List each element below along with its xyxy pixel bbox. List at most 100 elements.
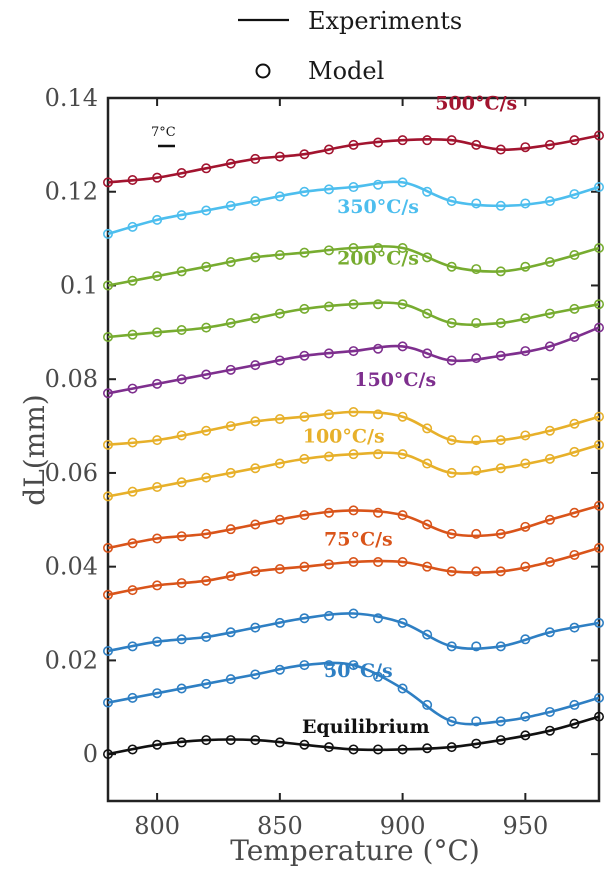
model-point <box>250 252 261 263</box>
model-point <box>569 507 580 518</box>
experiment-line <box>107 715 600 756</box>
model-point <box>520 634 531 645</box>
model-point <box>446 435 457 446</box>
model-point <box>103 542 114 553</box>
model-point <box>471 641 482 652</box>
model-point <box>176 634 187 645</box>
model-point <box>422 186 433 197</box>
model-point <box>569 699 580 710</box>
model-point <box>201 528 212 539</box>
y-tick-label: 0 <box>83 740 98 768</box>
x-tick-label: 850 <box>257 812 303 840</box>
model-point <box>495 735 506 746</box>
model-point <box>250 416 261 427</box>
model-point <box>544 257 555 268</box>
model-point <box>299 186 310 197</box>
model-point <box>176 531 187 542</box>
model-point <box>422 135 433 146</box>
model-point <box>127 486 138 497</box>
model-point <box>593 130 604 141</box>
model-point <box>471 465 482 476</box>
model-point <box>176 210 187 221</box>
model-point <box>422 458 433 469</box>
model-point <box>250 669 261 680</box>
model-point <box>397 683 408 694</box>
model-point <box>103 491 114 502</box>
model-point <box>103 280 114 291</box>
model-point <box>274 250 285 261</box>
x-tick-label: 900 <box>380 812 426 840</box>
model-point <box>201 425 212 436</box>
model-point <box>348 242 359 253</box>
series-layer <box>103 130 604 760</box>
model-point <box>274 355 285 366</box>
model-point <box>127 383 138 394</box>
model-point <box>152 688 163 699</box>
model-point <box>201 575 212 586</box>
model-point <box>299 350 310 361</box>
scale-bar: 7°C <box>151 125 176 148</box>
model-point <box>520 458 531 469</box>
model-point <box>446 135 457 146</box>
series-label: 350°C/s <box>337 196 419 218</box>
model-point <box>544 139 555 150</box>
model-point <box>348 660 359 671</box>
model-point <box>471 716 482 727</box>
model-point <box>373 671 384 682</box>
model-point <box>348 744 359 755</box>
model-point <box>446 641 457 652</box>
model-point <box>520 142 531 153</box>
model-point <box>323 610 334 621</box>
model-point <box>471 264 482 275</box>
model-point <box>495 641 506 652</box>
model-point <box>544 627 555 638</box>
series-0 <box>103 711 604 760</box>
model-point <box>323 507 334 518</box>
model-point <box>397 135 408 146</box>
model-point <box>373 556 384 567</box>
model-point <box>544 341 555 352</box>
model-point <box>446 261 457 272</box>
series-8 <box>103 299 604 343</box>
model-point <box>446 742 457 753</box>
model-point <box>593 182 604 193</box>
series-5 <box>103 439 604 502</box>
model-point <box>348 556 359 567</box>
experiment-line <box>107 504 600 550</box>
y-tick-label: 0.08 <box>45 365 98 393</box>
model-point <box>152 435 163 446</box>
model-point <box>422 519 433 530</box>
model-point <box>152 172 163 183</box>
model-point <box>127 275 138 286</box>
model-point <box>373 449 384 460</box>
model-point <box>299 660 310 671</box>
model-point <box>397 617 408 628</box>
model-point <box>250 360 261 371</box>
model-point <box>103 749 114 760</box>
model-point <box>397 744 408 755</box>
series-9 <box>103 242 604 291</box>
series-10 <box>103 177 604 239</box>
model-point <box>471 738 482 749</box>
model-point <box>201 678 212 689</box>
model-point <box>225 200 236 211</box>
model-point <box>471 528 482 539</box>
model-point <box>520 521 531 532</box>
model-point <box>471 435 482 446</box>
model-point <box>397 556 408 567</box>
y-tick-label: 0.06 <box>45 459 98 487</box>
model-point <box>520 346 531 357</box>
series-label: 50°C/s <box>324 660 393 682</box>
model-point <box>544 308 555 319</box>
legend-label-experiments: Experiments <box>308 7 462 35</box>
model-point <box>274 151 285 162</box>
model-point <box>103 332 114 343</box>
model-point <box>520 430 531 441</box>
model-point <box>397 411 408 422</box>
model-point <box>373 242 384 253</box>
model-point <box>323 742 334 753</box>
model-point <box>593 411 604 422</box>
series-label: 500°C/s <box>435 93 517 115</box>
model-point <box>176 266 187 277</box>
